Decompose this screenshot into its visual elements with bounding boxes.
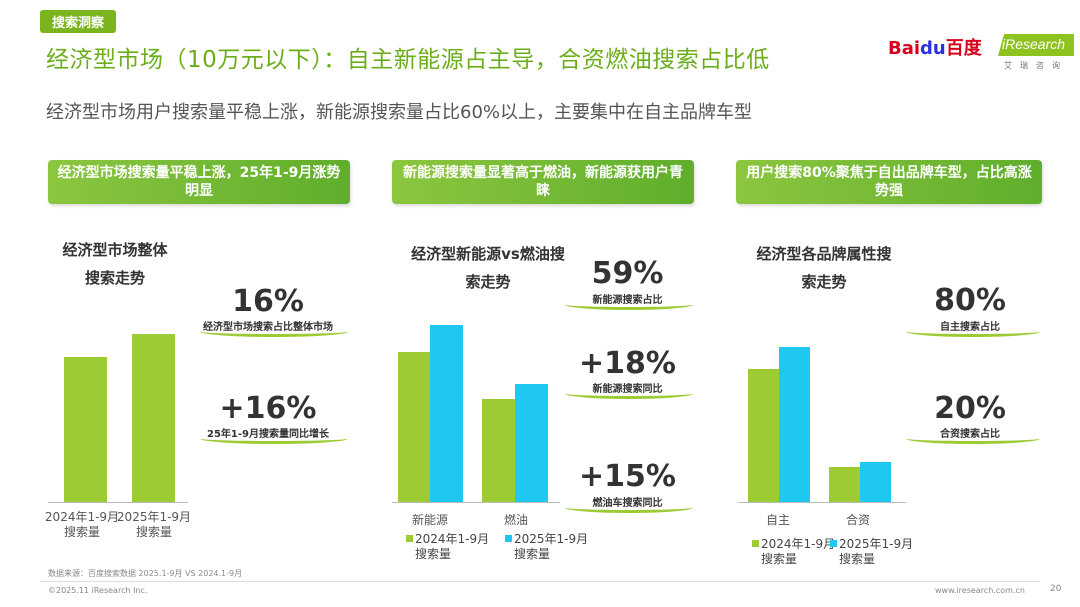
stat-underline-swoosh bbox=[906, 433, 1040, 444]
chart3-legend-2024: 2024年1-9月 搜索量 bbox=[752, 537, 835, 567]
panel1-banner: 经济型市场搜索量平稳上涨，25年1-9月涨势明显 bbox=[48, 160, 350, 204]
stat-market-share-value: 16% bbox=[232, 284, 304, 319]
legend-swatch-blue bbox=[830, 540, 837, 547]
chart2-bar-fuel-2025 bbox=[515, 384, 548, 502]
stat-underline-swoosh bbox=[200, 326, 348, 337]
chart2-bar-fuel-2024 bbox=[482, 399, 515, 502]
chart1-xlabel-2024: 2024年1-9月 搜索量 bbox=[44, 510, 120, 539]
stat-underline-swoosh bbox=[565, 299, 693, 310]
chart1-xlabel-2025: 2025年1-9月 搜索量 bbox=[116, 510, 192, 539]
chart2-legend-2025: 2025年1-9月 搜索量 bbox=[505, 532, 588, 562]
data-source-note: 数据来源：百度搜索数据 2025.1-9月 VS 2024.1-9月 bbox=[48, 569, 243, 578]
chart3-legend-2025: 2025年1-9月 搜索量 bbox=[830, 537, 913, 567]
page-title: 经济型市场（10万元以下）：自主新能源占主导，合资燃油搜索占比低 bbox=[46, 47, 770, 73]
chart1-title: 经济型市场整体 搜索走势 bbox=[62, 241, 168, 287]
stat-underline-swoosh bbox=[565, 388, 693, 399]
chart3-bar-jv-2024 bbox=[829, 467, 860, 502]
chart3-xlabel-jv: 合资 bbox=[845, 513, 870, 527]
chart2-x-axis bbox=[392, 502, 560, 503]
chart1-bar-2025 bbox=[132, 334, 175, 502]
legend-swatch-blue bbox=[505, 535, 512, 542]
chart2-xlabel-fuel: 燃油 bbox=[503, 513, 528, 527]
baidu-logo: Baidu百度 bbox=[888, 38, 982, 59]
chart1-x-axis bbox=[48, 502, 188, 503]
panel3-banner: 用户搜索80%聚焦于自出品牌车型，占比高涨势强 bbox=[736, 160, 1042, 204]
iresearch-logo-bg bbox=[998, 34, 1074, 56]
copyright: ©2025.11 iResearch Inc. bbox=[48, 586, 148, 595]
chart2-legend-2024: 2024年1-9月 搜索量 bbox=[406, 532, 489, 562]
chart2-bar-newenergy-2025 bbox=[430, 325, 463, 502]
legend-swatch-green bbox=[406, 535, 413, 542]
stat-newenergy-yoy-value: +18% bbox=[579, 346, 676, 381]
chart3-bar-domestic-2025 bbox=[779, 347, 810, 502]
chart3-bar-domestic-2024 bbox=[748, 369, 779, 502]
stat-underline-swoosh bbox=[565, 502, 693, 513]
stat-underline-swoosh bbox=[906, 326, 1040, 337]
stat-underline-swoosh bbox=[200, 433, 348, 444]
chart3-bar-jv-2025 bbox=[860, 462, 891, 502]
stat-newenergy-share-value: 59% bbox=[591, 256, 664, 291]
chart2-xlabel-newenergy: 新能源 bbox=[411, 513, 448, 527]
website: www.iresearch.com.cn bbox=[935, 586, 1025, 595]
stat-jv-share-value: 20% bbox=[934, 391, 1006, 426]
iresearch-logo-subtitle: 艾瑞咨询 bbox=[1004, 61, 1068, 70]
chart3-title: 经济型各品牌属性搜 索走势 bbox=[756, 245, 892, 291]
chart1-bar-2024 bbox=[64, 357, 107, 502]
chart2-bar-newenergy-2024 bbox=[398, 352, 430, 502]
stat-yoy-growth-value: +16% bbox=[219, 391, 317, 426]
iresearch-logo: iResearch bbox=[1002, 36, 1066, 52]
page-subtitle: 经济型市场用户搜索量平稳上涨，新能源搜索量占比60%以上，主要集中在自主品牌车型 bbox=[46, 102, 753, 123]
legend-swatch-green bbox=[752, 540, 759, 547]
chart2-title: 经济型新能源vs燃油搜 索走势 bbox=[411, 245, 565, 291]
footer-divider bbox=[40, 581, 1040, 582]
stat-fuel-yoy-value: +15% bbox=[579, 459, 676, 494]
stat-domestic-share-value: 80% bbox=[934, 283, 1006, 318]
page-number: 20 bbox=[1050, 584, 1062, 594]
chart3-xlabel-domestic: 自主 bbox=[765, 513, 790, 527]
chart3-x-axis bbox=[738, 502, 906, 503]
panel2-banner: 新能源搜索量显著高于燃油，新能源获用户青睐 bbox=[392, 160, 694, 204]
section-tag: 搜索洞察 bbox=[40, 10, 117, 33]
